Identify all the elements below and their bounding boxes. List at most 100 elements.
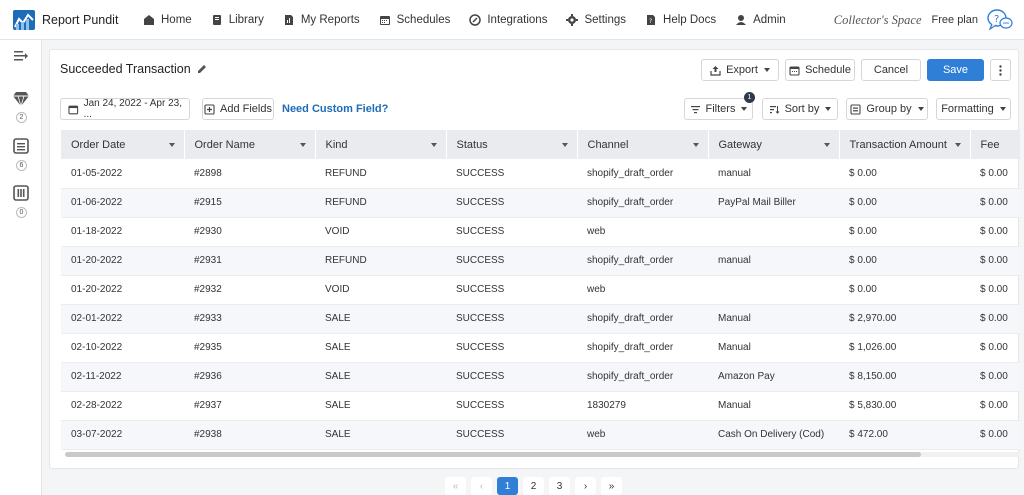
report-pundit-logo-icon [13,9,35,30]
help-chat-icon[interactable]: ? [986,8,1014,32]
edit-pencil-icon[interactable] [197,64,207,74]
table-cell: 02-28-2022 [61,391,184,421]
prev-page-button[interactable]: ‹ [471,477,492,495]
nav-my-reports-label: My Reports [300,13,360,26]
column-header[interactable]: Channel [577,130,709,159]
column-header-label: Status [456,138,488,151]
table-cell: manual [708,246,839,276]
store-name[interactable]: Collector's Space [833,12,922,27]
table-row[interactable]: 02-10-2022 #2935 SALE SUCCESS shopify_draft_… [61,333,1020,363]
nav-help-docs[interactable]: ? Help Docs [645,14,716,26]
sort-caret-icon[interactable] [561,143,568,147]
nav-home[interactable]: Home [143,14,192,26]
calendar-icon [379,15,390,25]
scrollbar-thumb[interactable] [65,452,921,457]
column-header[interactable]: Gateway [708,130,840,159]
date-range-picker[interactable]: Jan 24, 2022 - Apr 23, ... [60,98,190,120]
table-cell: $ 0.00 [839,217,970,247]
page-2-button[interactable]: 2 [523,477,544,495]
column-header-label: Channel [587,138,629,151]
table-cell: 03-07-2022 [61,420,184,450]
table-row[interactable]: 01-06-2022 #2915 REFUND SUCCESS shopify_draf… [61,188,1020,218]
table-cell: 02-01-2022 [61,304,184,334]
help-docs-icon: ? [647,14,656,25]
add-fields-button[interactable]: Add Fields [202,98,274,120]
sort-caret-icon[interactable] [823,143,830,147]
sort-by-button[interactable]: Sort by [762,98,838,120]
diamond-icon[interactable] [11,89,31,109]
next-page-button[interactable]: › [575,477,596,495]
nav-integrations[interactable]: Integrations [469,14,547,26]
column-header[interactable]: Kind [315,130,447,159]
table-cell: VOID [315,217,446,247]
nav-admin[interactable]: Admin [735,14,786,26]
table-row[interactable]: 01-20-2022 #2932 VOID SUCCESS web $ 0.00 $ 0.0… [61,275,1020,305]
column-header-label: Order Date [71,138,126,151]
column-header[interactable]: Transaction Amount [839,130,971,159]
table-cell: Manual [708,391,839,421]
save-button[interactable]: Save [927,59,984,81]
horizontal-scrollbar[interactable] [65,452,1020,457]
table-cell: $ 0.00 [839,275,970,305]
column-header[interactable]: Order Date [61,130,185,159]
list-icon[interactable] [11,136,31,156]
sidebar-badge: 2 [16,112,27,123]
table-row[interactable]: 02-28-2022 #2937 SALE SUCCESS 1830279 Manual $… [61,391,1020,421]
need-custom-field-link[interactable]: Need Custom Field? [282,103,389,115]
plan-label[interactable]: Free plan [931,14,978,26]
table-cell: REFUND [315,159,446,189]
column-header[interactable]: Order Name [184,130,316,159]
collapse-menu-icon[interactable] [11,46,31,66]
formatting-button[interactable]: Formatting [936,98,1011,120]
table-cell: SUCCESS [446,362,577,392]
last-page-button[interactable]: » [601,477,622,495]
table-cell: $ 0.00 [970,188,1020,218]
table-cell: web [577,420,708,450]
report-title: Succeeded Transaction [60,62,191,76]
group-by-label: Group by [866,103,912,115]
add-fields-label: Add Fields [220,103,272,115]
nav-library[interactable]: Library [211,14,264,26]
sort-caret-icon[interactable] [430,143,437,147]
table-cell: manual [708,159,839,189]
report-table-container[interactable]: Order Date Order Name Kind Status Channe… [61,130,1020,457]
filters-button[interactable]: Filters [684,98,753,120]
column-header-label: Kind [325,138,348,151]
column-header[interactable]: Fee [970,130,1020,159]
table-cell: SUCCESS [446,304,577,334]
sort-caret-icon[interactable] [692,143,699,147]
table-row[interactable]: 02-11-2022 #2936 SALE SUCCESS shopify_draft_… [61,362,1020,392]
column-header[interactable]: Status [446,130,578,159]
sort-caret-icon[interactable] [954,143,961,147]
table-row[interactable]: 01-18-2022 #2930 VOID SUCCESS web $ 0.00 $ 0.0… [61,217,1020,247]
first-page-button[interactable]: « [445,477,466,495]
chevron-down-icon [917,107,924,111]
table-cell: web [577,217,708,247]
table-row[interactable]: 01-05-2022 #2898 REFUND SUCCESS shopify_draf… [61,159,1020,189]
group-by-button[interactable]: Group by [846,98,928,120]
more-options-icon[interactable] [990,59,1011,81]
columns-icon[interactable] [11,183,31,203]
page-1-button[interactable]: 1 [497,477,518,495]
table-cell: SALE [315,362,446,392]
table-row[interactable]: 01-20-2022 #2931 REFUND SUCCESS shopify_draf… [61,246,1020,276]
table-cell: $ 0.00 [839,159,970,189]
cancel-button[interactable]: Cancel [861,59,921,81]
table-row[interactable]: 02-01-2022 #2933 SALE SUCCESS shopify_draft_… [61,304,1020,334]
schedule-button[interactable]: Schedule [785,59,855,81]
nav-schedules[interactable]: Schedules [379,14,450,26]
table-row[interactable]: 03-07-2022 #2938 SALE SUCCESS web Cash On Del… [61,420,1020,450]
table-cell: $ 1,026.00 [839,333,970,363]
page-3-button[interactable]: 3 [549,477,570,495]
brand[interactable]: Report Pundit [13,9,131,30]
nav-settings[interactable]: Settings [566,13,626,26]
nav-my-reports[interactable]: My Reports [283,14,360,26]
sort-caret-icon[interactable] [299,143,306,147]
calendar-icon [68,105,79,114]
left-sidebar: 2 6 0 [0,40,42,495]
export-button[interactable]: Export [701,59,779,81]
table-cell: Manual [708,304,839,334]
home-icon [144,14,154,25]
sort-caret-icon[interactable] [168,143,175,147]
calendar-icon [789,65,800,76]
